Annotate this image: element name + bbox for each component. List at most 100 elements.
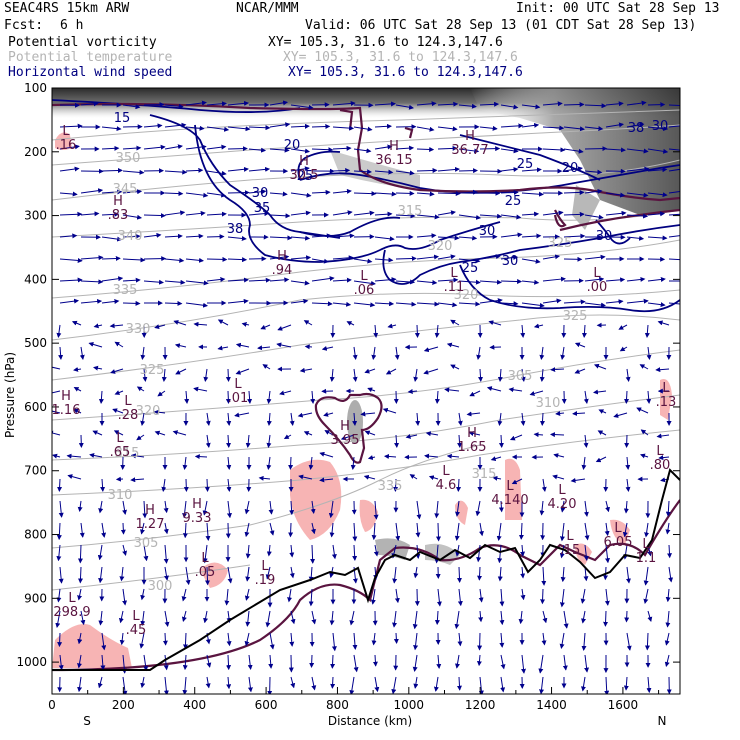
wind-vector	[182, 654, 188, 671]
wind-vector	[428, 475, 439, 481]
wind-vector	[521, 279, 540, 285]
wind-vector	[416, 168, 438, 173]
wind-vector	[563, 299, 586, 305]
jet-shading-small	[572, 185, 600, 230]
wind-vector	[227, 100, 250, 106]
wind-vector	[500, 255, 519, 261]
wind-vector	[311, 124, 331, 130]
wind-vector	[424, 453, 439, 459]
wind-vector	[350, 456, 356, 470]
wind-vector	[140, 346, 146, 360]
wind-vector	[265, 610, 271, 628]
wind-vector	[458, 301, 481, 307]
wind-vector	[164, 566, 169, 581]
wind-vector	[346, 321, 355, 326]
theta-contour-label: 325	[563, 309, 588, 324]
wind-contour-label: 25	[297, 169, 314, 184]
wind-vector	[164, 122, 187, 128]
extremum-marker: H	[145, 503, 155, 518]
wind-vector	[290, 280, 310, 286]
wind-vector	[266, 412, 272, 426]
valid-time: Valid: 06 UTC Sat 28 Sep 13 (01 CDT Sat …	[305, 18, 697, 33]
wind-vector	[164, 300, 183, 306]
wind-vector	[626, 213, 649, 219]
wind-vector	[497, 566, 503, 582]
wind-vector	[217, 345, 229, 351]
wind-vector	[266, 456, 272, 470]
extremum-marker: L	[116, 431, 124, 446]
plot-frame	[51, 87, 681, 695]
wind-vector	[227, 166, 249, 172]
wind-vector	[563, 233, 586, 239]
wind-vector	[395, 301, 417, 307]
y-tick-label: 800	[24, 528, 47, 542]
wind-vector	[100, 478, 106, 492]
wind-vector	[541, 566, 547, 586]
wind-vector	[143, 279, 165, 285]
wind-vector	[625, 566, 631, 584]
wind-vector	[332, 255, 354, 261]
wind-vector	[349, 676, 355, 694]
wind-vector	[500, 190, 519, 195]
wind-vector	[382, 407, 397, 414]
wind-vector	[583, 566, 589, 582]
wind-vector	[130, 477, 145, 483]
wind-vector	[647, 302, 666, 308]
wind-vector	[437, 101, 459, 107]
wind-vector	[182, 632, 188, 650]
theta-contour-label: 330	[126, 322, 151, 337]
wind-vector	[206, 144, 227, 150]
wind-vector	[500, 232, 523, 238]
forecast-label: Fcst:	[4, 18, 44, 33]
wind-vector	[560, 566, 566, 583]
wind-vector	[405, 433, 418, 439]
wind-vector	[182, 522, 188, 539]
wind-vector	[297, 412, 313, 418]
wind-contour-label: 30	[596, 229, 613, 244]
wind-vector	[52, 410, 61, 414]
wind-vector	[181, 610, 187, 622]
wind-vector	[572, 411, 586, 416]
wind-vector	[268, 500, 274, 515]
wind-vector	[140, 610, 146, 627]
wind-vector	[122, 500, 128, 515]
wind-vector	[444, 387, 460, 393]
wind-vector	[298, 474, 313, 480]
x-tick-label: 1600	[608, 698, 639, 712]
wind-vector	[319, 451, 334, 458]
wind-vector	[647, 102, 666, 108]
wind-vector	[490, 456, 502, 461]
wind-vector	[374, 211, 393, 217]
wind-vector	[395, 190, 415, 196]
extremum-value: .80	[650, 458, 671, 473]
wind-vector	[269, 235, 293, 241]
y-tick-label: 900	[24, 591, 47, 605]
wind-vector	[416, 301, 440, 307]
wind-vector	[332, 168, 351, 173]
wind-vector	[626, 122, 645, 128]
wind-vector	[122, 257, 146, 263]
wind-vector	[595, 456, 607, 463]
wind-contour-label: 25	[462, 261, 479, 276]
wind-vector	[497, 412, 503, 426]
wind-vector	[164, 144, 183, 150]
theta-contour-label: 305	[134, 536, 159, 551]
extremum-marker: L	[656, 444, 664, 459]
wind-vector	[143, 232, 162, 238]
wind-vector	[122, 104, 141, 110]
wind-vector	[367, 455, 376, 460]
wind-vector	[593, 389, 607, 395]
extremum-marker: L	[442, 464, 450, 479]
wind-vector	[235, 342, 250, 348]
wind-vector	[248, 211, 270, 217]
wind-vector	[479, 254, 501, 260]
wind-vector	[266, 390, 272, 404]
wind-vector	[623, 544, 628, 560]
wind-vector	[304, 344, 313, 350]
wind-vector	[542, 147, 566, 153]
extremum-value: 4.140	[491, 493, 528, 508]
extremum-value: 4.6	[436, 478, 457, 493]
wind-vector	[101, 211, 120, 217]
wind-vector	[497, 368, 503, 382]
